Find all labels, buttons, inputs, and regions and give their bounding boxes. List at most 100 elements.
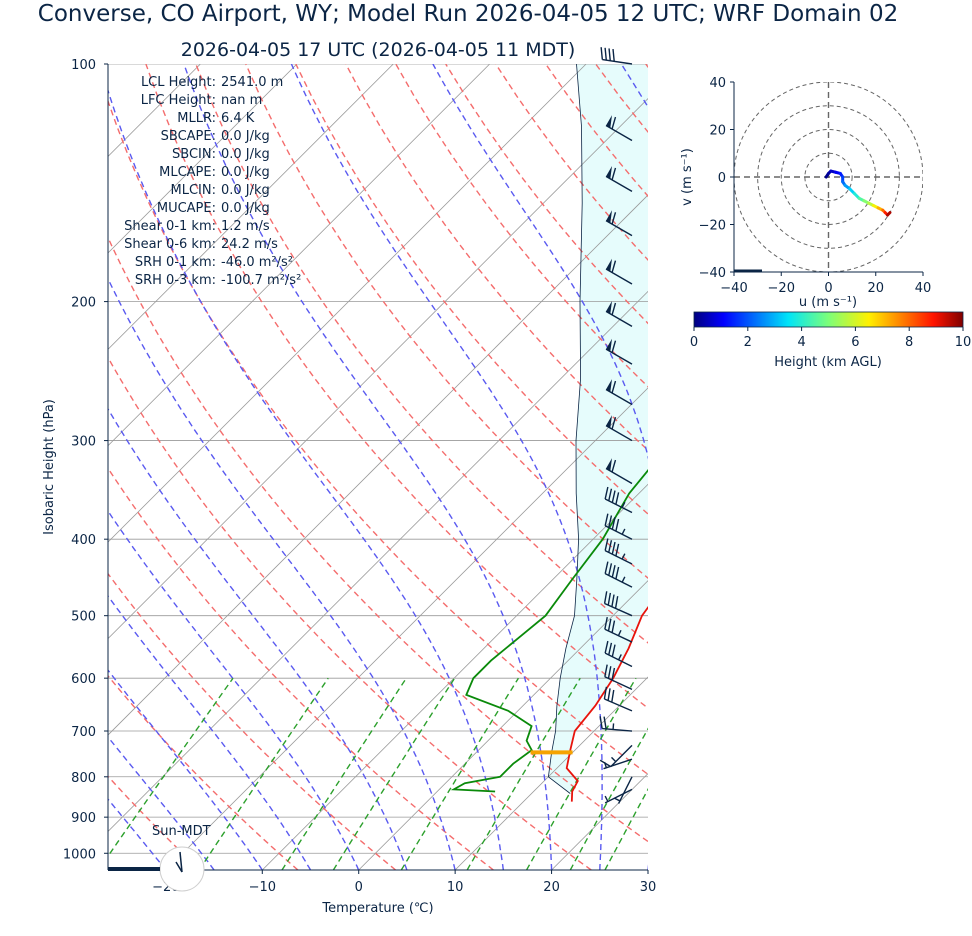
stat-value: -100.7 m²/s² <box>221 273 301 288</box>
barb-full <box>611 380 617 394</box>
hodograph-tick-labels: −40 −20 0 20 40 40 20 0 −20 −40 <box>699 76 932 296</box>
barb-full <box>611 167 617 181</box>
isotherm-line <box>165 387 648 870</box>
colorbar-label: Height (km AGL) <box>774 355 882 370</box>
dry-adiabat-line <box>145 64 648 710</box>
moist-adiabat-line <box>108 88 505 870</box>
sun-label: Sun-MDT <box>152 824 211 839</box>
mixing-ratio-line <box>281 677 407 870</box>
barb-half <box>617 654 622 661</box>
barb-staff <box>605 388 633 406</box>
stat-value: 6.4 K <box>221 111 255 126</box>
y-tick-labels: 100 200 300 400 500 600 700 800 900 1000 <box>63 58 108 862</box>
y-tick-label: 300 <box>71 435 96 450</box>
y-tick-label: 800 <box>71 771 96 786</box>
moist-adiabat-layer <box>108 64 648 870</box>
barb-flag <box>606 301 612 314</box>
barb-flag <box>606 458 612 471</box>
dry-adiabat-line <box>108 99 648 776</box>
barb-staff <box>604 602 633 617</box>
barb-half <box>610 756 617 763</box>
stat-value: 0.0 J/kg <box>221 165 270 180</box>
barb-full <box>615 518 620 532</box>
barb-staff <box>603 758 633 770</box>
dry-adiabat-line <box>896 64 972 870</box>
hodo-x-label: u (m s⁻¹) <box>799 295 857 310</box>
dry-adiabat-layer <box>108 64 972 870</box>
barb-full <box>607 688 611 701</box>
hodo-x-tick-label: 20 <box>867 281 884 296</box>
barb-full <box>611 260 617 273</box>
isotherm-line <box>108 64 490 447</box>
wind-barb <box>605 379 633 406</box>
isotherm-line <box>108 290 648 832</box>
barb-staff <box>605 175 633 192</box>
colorbar-tick-label: 8 <box>905 335 913 350</box>
dry-adiabat-line <box>746 64 972 870</box>
barb-full <box>611 302 617 316</box>
isotherm-line <box>647 869 648 870</box>
barb-full <box>611 340 617 353</box>
stat-label: MLCIN: <box>171 183 216 198</box>
x-axis-label: Temperature (℃) <box>321 901 433 916</box>
mixing-ratio-line <box>525 677 637 870</box>
temperature-profile-line <box>565 605 648 802</box>
dewpoint-profile-line <box>450 469 648 793</box>
barb-staff <box>604 676 633 691</box>
figure-subtitle: 2026-04-05 17 UTC (2026-04-05 11 MDT) <box>181 39 576 61</box>
barb-full <box>611 116 617 130</box>
wind-barb <box>605 166 633 192</box>
wind-barb <box>604 664 633 691</box>
wind-barb <box>604 788 633 804</box>
barb-full <box>608 540 613 553</box>
barb-staff <box>604 549 633 565</box>
barb-full <box>615 543 620 557</box>
cape-fill-layer <box>548 64 648 802</box>
barb-full <box>611 490 616 503</box>
barb-full <box>615 492 620 505</box>
isotherm-line <box>358 580 648 870</box>
dry-adiabat-line <box>445 64 648 325</box>
stat-value: 24.2 m/s <box>221 237 278 252</box>
wind-barb <box>604 513 633 540</box>
barb-half <box>621 501 626 508</box>
barb-full <box>608 642 613 656</box>
barb-full <box>611 594 615 607</box>
wind-barb <box>605 338 633 365</box>
x-tick-label: 30 <box>640 880 657 895</box>
moist-adiabat-line <box>108 735 215 870</box>
barb-staff <box>604 525 633 540</box>
wind-barb <box>603 686 633 712</box>
barb-staff <box>604 573 633 588</box>
stat-value: 0.0 J/kg <box>221 183 270 198</box>
barb-staff <box>604 698 633 712</box>
barb-full <box>611 644 616 657</box>
barb-full <box>603 591 608 604</box>
x-tick-label: 20 <box>543 880 560 895</box>
wind-barb <box>604 561 633 588</box>
parcel-profile-line <box>547 64 583 794</box>
barb-staff <box>605 467 633 485</box>
barb-flag <box>606 115 612 128</box>
hodo-x-tick-label: 0 <box>824 281 832 296</box>
barb-full <box>604 561 609 574</box>
barb-full <box>615 566 620 580</box>
moist-adiabat-line <box>108 509 360 870</box>
y-tick-label: 200 <box>71 296 96 311</box>
cape-shading <box>548 64 648 802</box>
stat-value: 1.2 m/s <box>221 219 270 234</box>
colorbar-tick-label: 10 <box>955 335 972 350</box>
barb-flag <box>606 258 612 272</box>
stat-value: nan m <box>221 93 262 108</box>
barb-staff <box>605 310 633 327</box>
barb-full <box>604 538 609 551</box>
stat-label: Shear 0-1 km: <box>124 219 216 234</box>
figure-title: Converse, CO Airport, WY; Model Run 2026… <box>38 1 898 27</box>
isotherm-line <box>454 676 648 870</box>
stat-label: LFC Height: <box>141 93 216 108</box>
wind-barb <box>614 776 633 804</box>
barb-staff <box>610 744 633 768</box>
x-tick-label: 10 <box>447 880 464 895</box>
barb-full <box>612 48 615 62</box>
y-tick-label: 1000 <box>63 847 96 862</box>
